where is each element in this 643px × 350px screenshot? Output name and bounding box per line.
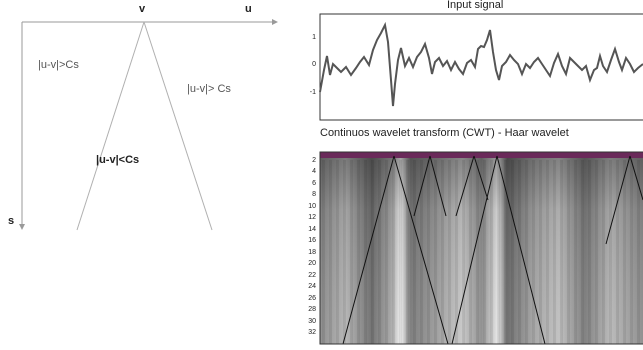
cone-left-line <box>76 21 145 231</box>
cwt-cone-line <box>342 155 395 345</box>
cwt-cone-line <box>429 155 447 217</box>
cwt-cone-line <box>413 155 431 217</box>
cwt-ytick: 16 <box>308 237 316 244</box>
cwt-heatmap-texture <box>320 160 643 344</box>
cwt-ytick: 26 <box>308 295 316 302</box>
cwt-ytick: 18 <box>308 249 316 256</box>
cwt-cone-line <box>629 155 643 201</box>
axis-s-label: s <box>8 215 15 227</box>
signal-ytick: -1 <box>309 89 316 96</box>
cwt-cone-line <box>393 155 449 345</box>
u-axis-arrow-icon <box>272 19 278 25</box>
cwt-ytick: 22 <box>308 272 316 279</box>
signal-ytick: 0 <box>312 61 316 68</box>
signal-title: Input signal <box>447 0 504 11</box>
cwt-ytick: 6 <box>312 180 316 187</box>
cwt-ytick: 8 <box>312 191 316 198</box>
s-axis-arrow-icon <box>19 224 25 230</box>
signal-plot-frame <box>319 13 643 121</box>
region-left-label: |u-v|>Cs <box>38 59 79 71</box>
region-right-label: |u-v|> Cs <box>187 83 231 95</box>
cwt-ytick: 30 <box>308 318 316 325</box>
signal-line <box>319 21 643 107</box>
cwt-ytick: 32 <box>308 329 316 336</box>
cwt-plot-frame <box>319 151 643 345</box>
cwt-cone-line <box>451 155 498 345</box>
axis-v-label: v <box>139 3 146 15</box>
cone-right-line <box>143 21 213 231</box>
cwt-ytick: 28 <box>308 306 316 313</box>
cwt-ytick: 2 <box>312 157 316 164</box>
cwt-title: Continuos wavelet transform (CWT) - Haar… <box>320 127 569 139</box>
cwt-cone-line <box>473 155 489 201</box>
cwt-ytick: 4 <box>312 168 316 175</box>
cwt-ytick: 20 <box>308 260 316 267</box>
cwt-ytick: 24 <box>308 283 316 290</box>
cwt-cone-line <box>496 155 546 345</box>
cwt-top-band <box>320 152 643 158</box>
cwt-cone-line <box>605 155 631 245</box>
cwt-ytick: 12 <box>308 214 316 221</box>
signal-ytick: 1 <box>312 34 316 41</box>
cwt-ytick: 14 <box>308 226 316 233</box>
axis-u-label: u <box>245 3 252 15</box>
cwt-cone-line <box>455 155 475 217</box>
region-inside-label: |u-v|<Cs <box>96 154 140 166</box>
cwt-ytick: 10 <box>308 203 316 210</box>
